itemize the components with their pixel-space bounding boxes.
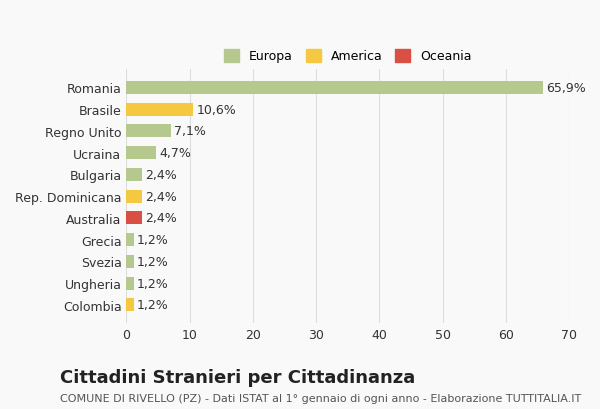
- Text: 65,9%: 65,9%: [547, 82, 586, 94]
- Bar: [127, 299, 134, 312]
- Bar: [127, 255, 134, 268]
- Text: Cittadini Stranieri per Cittadinanza: Cittadini Stranieri per Cittadinanza: [60, 368, 415, 386]
- Legend: Europa, America, Oceania: Europa, America, Oceania: [218, 43, 478, 70]
- Text: 2,4%: 2,4%: [145, 212, 176, 225]
- Text: 1,2%: 1,2%: [137, 299, 169, 312]
- Bar: [127, 212, 142, 225]
- Text: 1,2%: 1,2%: [137, 277, 169, 290]
- Text: 2,4%: 2,4%: [145, 169, 176, 181]
- Bar: [127, 125, 171, 138]
- Text: 10,6%: 10,6%: [197, 103, 236, 116]
- Bar: [127, 169, 142, 182]
- Bar: [127, 190, 142, 203]
- Bar: [127, 277, 134, 290]
- Text: 1,2%: 1,2%: [137, 255, 169, 268]
- Bar: [127, 82, 543, 94]
- Text: 4,7%: 4,7%: [159, 147, 191, 160]
- Bar: [127, 234, 134, 247]
- Bar: [127, 147, 156, 160]
- Text: COMUNE DI RIVELLO (PZ) - Dati ISTAT al 1° gennaio di ogni anno - Elaborazione TU: COMUNE DI RIVELLO (PZ) - Dati ISTAT al 1…: [60, 393, 581, 402]
- Text: 7,1%: 7,1%: [175, 125, 206, 138]
- Bar: [127, 103, 193, 116]
- Text: 1,2%: 1,2%: [137, 234, 169, 247]
- Text: 2,4%: 2,4%: [145, 190, 176, 203]
